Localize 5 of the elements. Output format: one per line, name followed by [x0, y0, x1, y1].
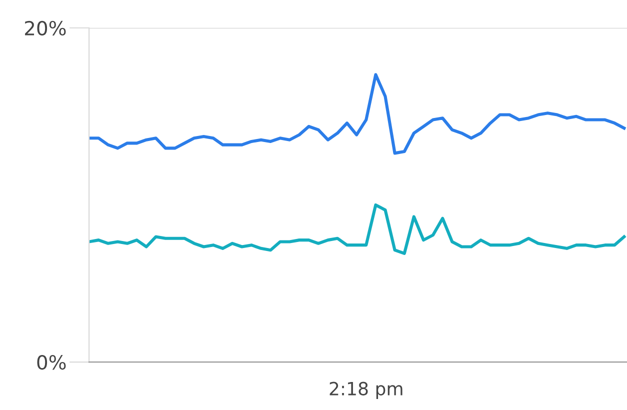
y-tick-label: 20%	[25, 20, 66, 36]
line-series	[89, 203, 626, 255]
y-tick-label: 0%	[37, 354, 66, 370]
x-tick-label: 2:18 pm	[330, 382, 402, 399]
line-series	[89, 73, 626, 155]
